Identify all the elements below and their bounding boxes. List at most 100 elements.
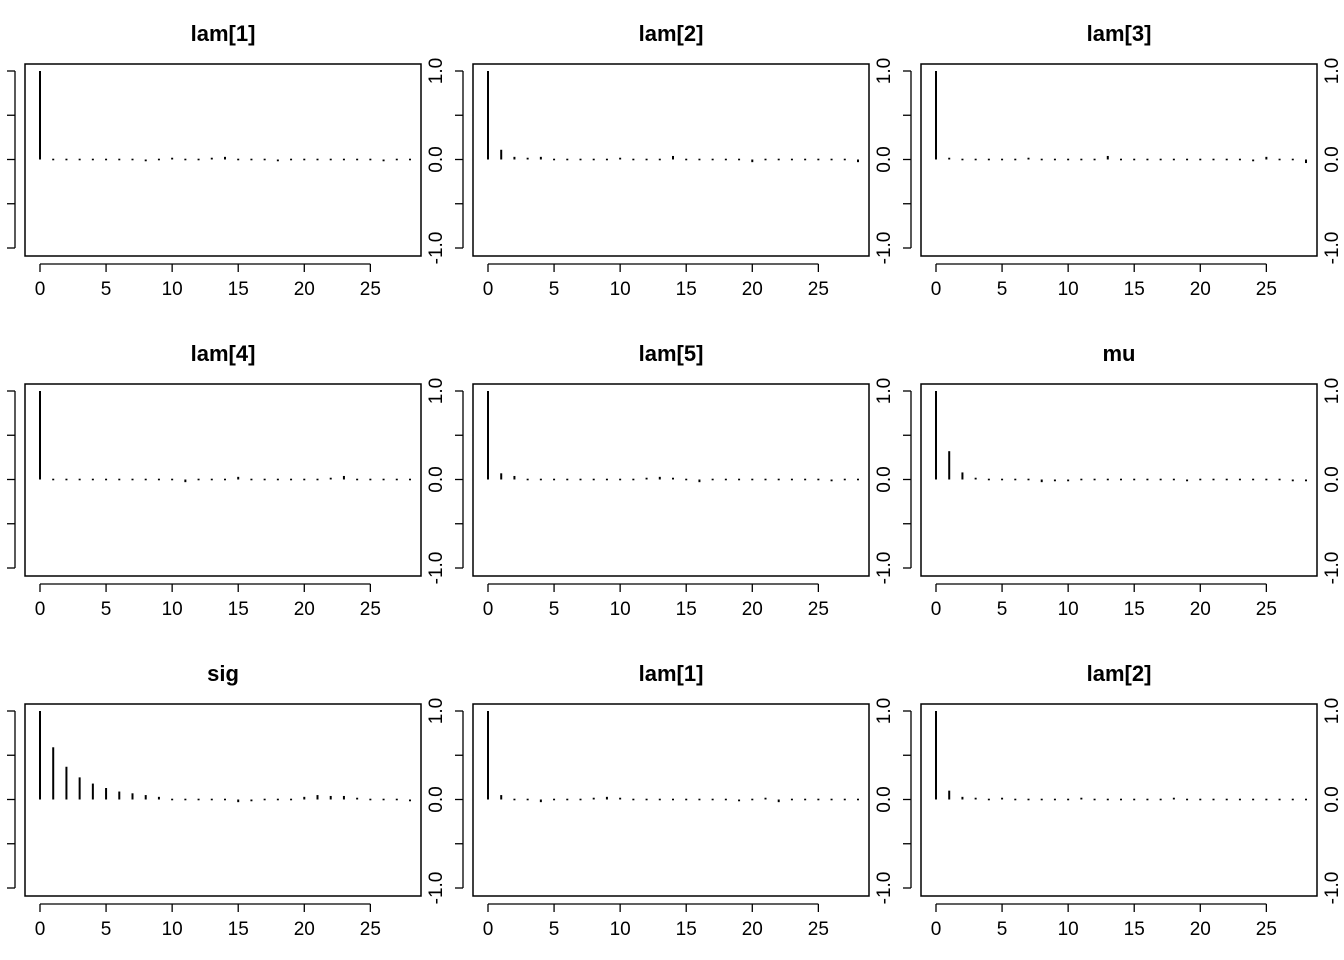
panel-title: lam[3] [1087,21,1152,46]
y-tick-label: -1.0 [874,232,895,265]
x-tick-label: 25 [1256,279,1277,300]
x-tick-label: 25 [808,919,829,940]
y-tick-label: -1.0 [1322,552,1343,585]
acf-panel: lam[2] 0 5 10 15 20 25 -1.0 0.0 1.0 [455,21,895,300]
x-tick-label: 20 [1190,279,1211,300]
x-tick-label: 20 [742,919,763,940]
x-tick-label: 20 [1190,599,1211,620]
x-tick-label: 25 [360,919,381,940]
plot-frame [920,383,1318,577]
plot-frame [472,63,870,257]
y-tick-label: 1.0 [874,58,895,84]
acf-panel: lam[3] 0 5 10 15 20 25 -1.0 0.0 1.0 [903,21,1343,300]
x-tick-label: 5 [549,279,560,300]
acf-panel: lam[2] 0 5 10 15 20 25 -1.0 0.0 1.0 [903,661,1343,940]
x-tick-label: 15 [228,279,249,300]
x-tick-label: 10 [610,599,631,620]
y-tick-label: -1.0 [874,872,895,905]
x-tick-label: 0 [35,599,46,620]
acf-panel: sig 0 5 10 15 20 25 -1.0 0.0 1.0 [7,661,447,940]
y-tick-label: 1.0 [426,378,447,404]
plot-frame [24,703,422,897]
y-tick-label: -1.0 [426,872,447,905]
x-tick-label: 5 [549,919,560,940]
x-tick-label: 5 [997,919,1008,940]
plot-frame [24,63,422,257]
x-tick-label: 0 [931,919,942,940]
x-tick-label: 15 [228,599,249,620]
x-tick-label: 0 [35,919,46,940]
plot-frame [472,383,870,577]
panel-title: lam[1] [639,661,704,686]
x-tick-label: 10 [1058,919,1079,940]
x-tick-label: 25 [1256,919,1277,940]
y-tick-label: -1.0 [1322,872,1343,905]
x-tick-label: 20 [294,599,315,620]
panel-title: lam[1] [191,21,256,46]
x-tick-label: 0 [35,279,46,300]
x-tick-label: 15 [1124,279,1145,300]
panel-title: lam[5] [639,341,704,366]
y-tick-label: 0.0 [426,146,447,172]
y-tick-label: 1.0 [1322,58,1343,84]
y-tick-label: -1.0 [426,552,447,585]
y-tick-label: 1.0 [426,58,447,84]
acf-panel: mu 0 5 10 15 20 25 -1.0 0.0 1.0 [903,341,1343,620]
x-tick-label: 15 [1124,599,1145,620]
panel-title: lam[2] [639,21,704,46]
x-tick-label: 25 [808,279,829,300]
x-tick-label: 20 [742,599,763,620]
y-tick-label: 0.0 [426,786,447,812]
x-tick-label: 10 [1058,599,1079,620]
x-tick-label: 0 [483,919,494,940]
x-tick-label: 15 [1124,919,1145,940]
acf-panel: lam[5] 0 5 10 15 20 25 -1.0 0.0 1.0 [455,341,895,620]
x-tick-label: 0 [931,279,942,300]
panel-title: lam[4] [191,341,256,366]
x-tick-label: 0 [483,279,494,300]
x-tick-label: 25 [360,279,381,300]
y-tick-label: 1.0 [874,378,895,404]
y-tick-label: 0.0 [874,786,895,812]
acf-panel: lam[1] 0 5 10 15 20 25 -1.0 0.0 1.0 [455,661,895,940]
x-tick-label: 5 [549,599,560,620]
plot-frame [472,703,870,897]
plot-frame [24,383,422,577]
x-tick-label: 10 [610,279,631,300]
y-tick-label: 1.0 [426,698,447,724]
x-tick-label: 10 [162,599,183,620]
x-tick-label: 5 [101,279,112,300]
x-tick-label: 25 [1256,599,1277,620]
y-tick-label: 0.0 [1322,146,1343,172]
panel-title: mu [1103,341,1136,366]
y-tick-label: 1.0 [1322,378,1343,404]
x-tick-label: 0 [931,599,942,620]
panel-title: sig [207,661,239,686]
y-tick-label: 1.0 [1322,698,1343,724]
x-tick-label: 0 [483,599,494,620]
y-tick-label: -1.0 [874,552,895,585]
x-tick-label: 10 [1058,279,1079,300]
x-tick-label: 20 [294,279,315,300]
y-tick-label: 0.0 [874,146,895,172]
x-tick-label: 10 [162,279,183,300]
y-tick-label: 0.0 [1322,786,1343,812]
acf-panel: lam[4] 0 5 10 15 20 25 -1.0 0.0 1.0 [7,341,447,620]
y-tick-label: -1.0 [426,232,447,265]
x-tick-label: 10 [162,919,183,940]
x-tick-label: 20 [1190,919,1211,940]
x-tick-label: 25 [360,599,381,620]
acf-panel: lam[1] 0 5 10 15 20 25 -1.0 0.0 1.0 [7,21,447,300]
x-tick-label: 25 [808,599,829,620]
x-tick-label: 15 [228,919,249,940]
x-tick-label: 15 [676,919,697,940]
x-tick-label: 20 [742,279,763,300]
y-tick-label: 0.0 [426,466,447,492]
y-tick-label: 0.0 [1322,466,1343,492]
x-tick-label: 5 [997,279,1008,300]
x-tick-label: 15 [676,599,697,620]
panel-title: lam[2] [1087,661,1152,686]
y-tick-label: 0.0 [874,466,895,492]
x-tick-label: 10 [610,919,631,940]
